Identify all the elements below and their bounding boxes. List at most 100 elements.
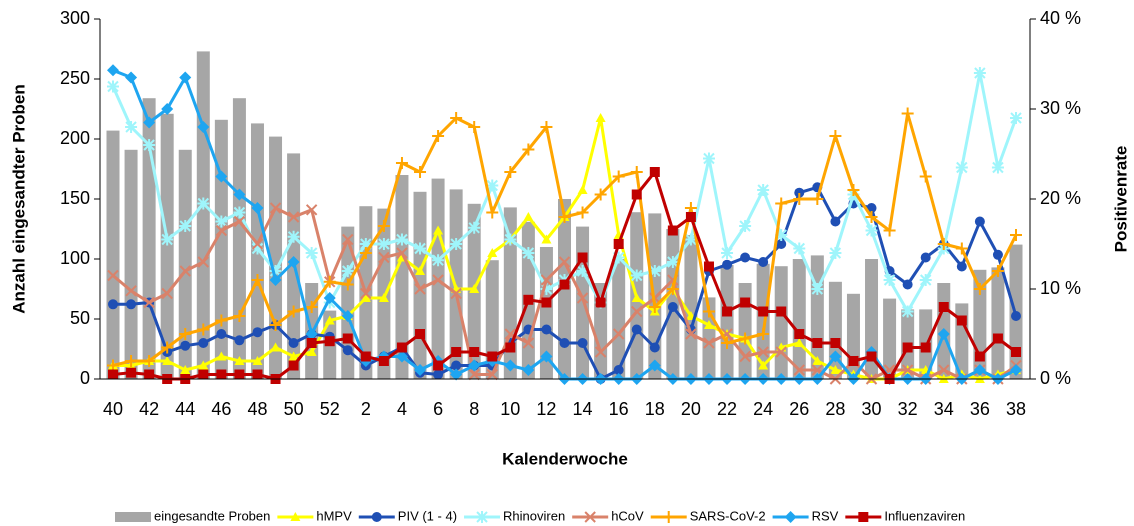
marker	[793, 193, 806, 205]
marker	[685, 212, 696, 222]
marker	[216, 329, 227, 339]
marker	[468, 121, 481, 133]
marker	[414, 166, 427, 178]
marker	[812, 356, 823, 365]
marker	[288, 351, 299, 361]
x-tick-label: 8	[469, 399, 479, 419]
marker	[631, 305, 643, 318]
marker	[937, 328, 950, 340]
marker	[1011, 311, 1021, 321]
bar	[792, 259, 806, 379]
x-tick-label: 34	[934, 399, 954, 419]
marker	[612, 251, 625, 264]
marker	[973, 364, 986, 376]
marker	[468, 221, 481, 234]
marker	[432, 254, 445, 267]
marker	[902, 342, 913, 353]
marker	[848, 356, 859, 366]
marker	[305, 204, 318, 216]
marker	[450, 238, 463, 250]
marker	[540, 350, 553, 363]
marker	[648, 265, 661, 277]
bar	[756, 263, 770, 379]
marker	[161, 287, 173, 300]
marker	[450, 287, 462, 300]
marker	[288, 338, 299, 348]
y2-tick-label: 20 %	[1040, 188, 1081, 208]
bar	[214, 119, 228, 380]
marker	[377, 220, 390, 232]
x-tick-label: 10	[500, 399, 520, 419]
marker	[684, 233, 697, 246]
marker	[414, 283, 426, 295]
marker	[830, 365, 841, 374]
x-tick-label: 50	[284, 399, 304, 419]
marker	[198, 338, 209, 348]
legend-label: Influenzaviren	[884, 508, 965, 523]
marker	[938, 302, 949, 312]
marker	[595, 297, 606, 308]
marker	[504, 359, 517, 372]
marker	[108, 299, 118, 310]
marker	[234, 369, 245, 380]
marker	[469, 284, 480, 293]
marker	[126, 367, 137, 378]
marker	[722, 259, 733, 270]
y-tick-label: 300	[60, 8, 90, 28]
marker	[811, 193, 824, 205]
marker	[721, 337, 734, 349]
marker	[450, 368, 463, 381]
marker	[666, 283, 679, 295]
bar	[865, 259, 879, 379]
legend-label: RSV	[812, 508, 839, 523]
bar	[160, 113, 174, 380]
x-tick-label: 44	[175, 399, 195, 419]
marker	[108, 369, 118, 380]
legend-label: SARS-CoV-2	[690, 508, 766, 523]
marker	[576, 292, 589, 304]
x-tick-label: 32	[898, 399, 918, 419]
marker	[143, 296, 155, 309]
marker	[341, 265, 354, 277]
marker	[432, 274, 444, 286]
y-tick-label: 50	[70, 308, 90, 328]
marker	[126, 299, 137, 310]
x-tick-label: 20	[681, 399, 701, 419]
marker	[197, 197, 210, 210]
marker	[522, 143, 535, 156]
marker	[956, 261, 967, 272]
marker	[215, 314, 228, 327]
marker	[722, 306, 733, 317]
legend-marker	[290, 512, 301, 521]
marker	[415, 329, 426, 339]
marker	[541, 297, 552, 308]
marker	[739, 350, 751, 363]
marker	[216, 369, 227, 380]
marker	[324, 315, 335, 325]
marker	[522, 337, 535, 349]
marker	[468, 359, 481, 372]
marker	[251, 238, 264, 250]
x-tick-label: 24	[753, 399, 773, 419]
y-tick-label: 100	[60, 248, 90, 268]
y2-tick-label: 40 %	[1040, 8, 1081, 28]
marker	[341, 310, 354, 322]
marker	[775, 346, 787, 358]
marker	[776, 306, 787, 317]
marker	[775, 229, 788, 241]
x-tick-label: 16	[609, 399, 629, 419]
marker	[612, 170, 625, 183]
x-tick-label: 36	[970, 399, 990, 419]
marker	[233, 310, 246, 322]
marker	[269, 319, 282, 331]
marker	[234, 356, 245, 365]
marker	[649, 167, 660, 177]
legend-label: PIV (1 - 4)	[398, 508, 457, 523]
marker	[883, 274, 896, 286]
marker	[270, 342, 281, 352]
marker	[377, 238, 390, 250]
marker	[179, 328, 192, 340]
marker	[991, 161, 1004, 174]
marker	[901, 364, 914, 376]
marker	[576, 206, 589, 219]
